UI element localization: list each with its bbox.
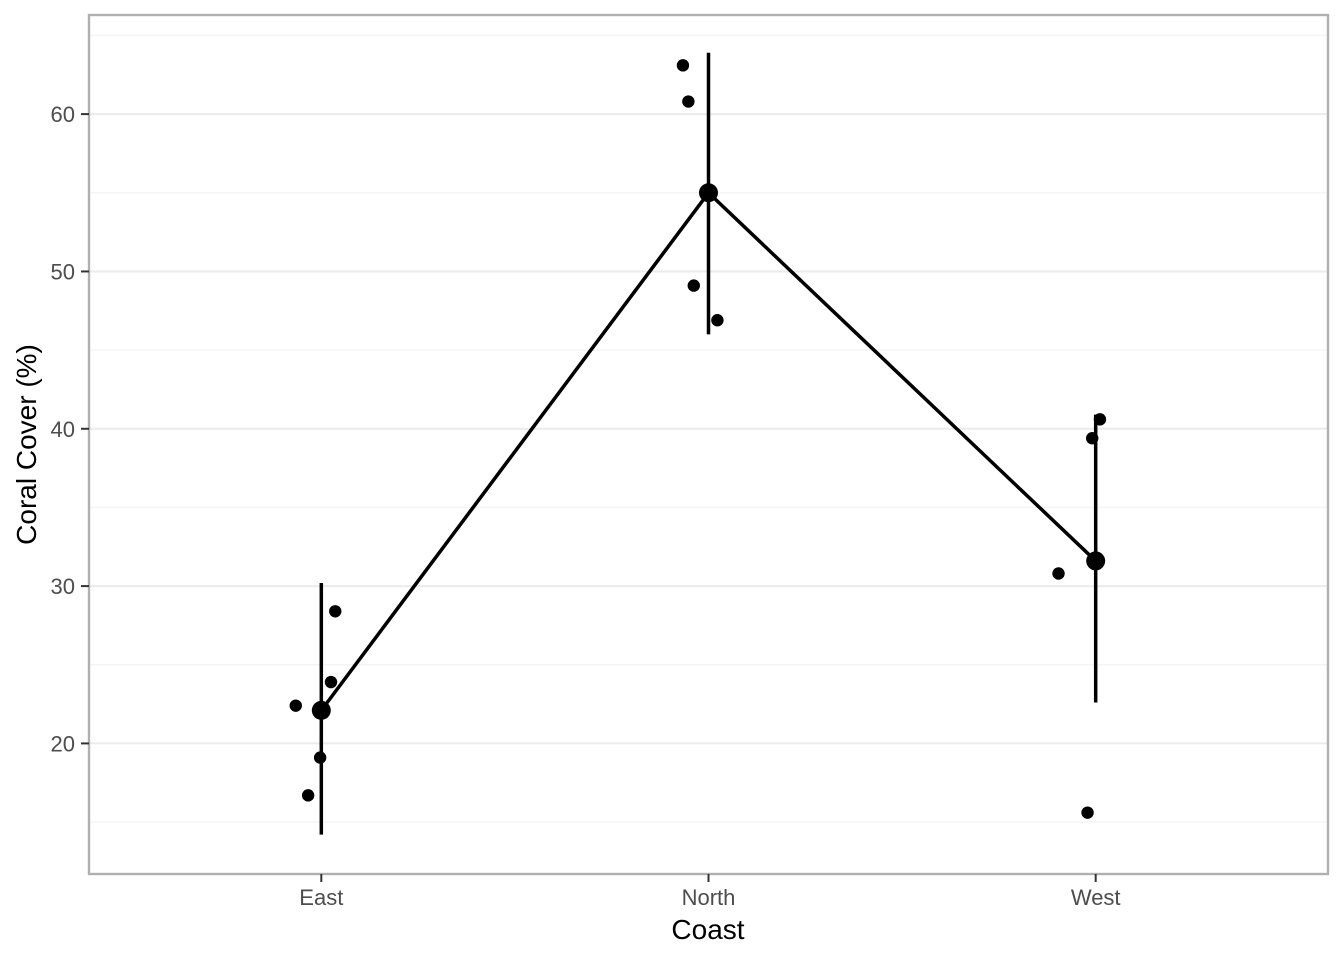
data-point	[676, 59, 690, 72]
data-point	[687, 279, 700, 292]
data-point	[711, 314, 724, 327]
data-point	[1086, 432, 1099, 445]
y-axis-tick-label: 40	[51, 417, 75, 442]
x-axis-title: Coast	[671, 914, 744, 945]
x-axis-tick-label: East	[299, 885, 343, 910]
y-axis-tick-label: 50	[51, 259, 75, 284]
data-point	[301, 789, 315, 802]
group-mean-point	[699, 183, 718, 203]
data-point	[324, 675, 338, 689]
data-point	[1081, 806, 1094, 819]
group-mean-point	[1086, 551, 1106, 571]
data-point	[289, 699, 302, 712]
group-mean-point	[311, 700, 331, 720]
data-point	[1052, 567, 1065, 580]
y-axis-title: Coral Cover (%)	[11, 344, 42, 545]
x-axis-tick-label: North	[682, 885, 736, 910]
data-point	[682, 95, 695, 108]
data-point	[313, 751, 327, 764]
x-axis-tick-label: West	[1071, 885, 1121, 910]
y-axis-tick-label: 20	[51, 731, 75, 756]
data-point	[1093, 413, 1107, 426]
data-point	[329, 605, 342, 618]
y-axis-tick-label: 30	[51, 574, 75, 599]
y-axis-tick-label: 60	[51, 102, 75, 127]
